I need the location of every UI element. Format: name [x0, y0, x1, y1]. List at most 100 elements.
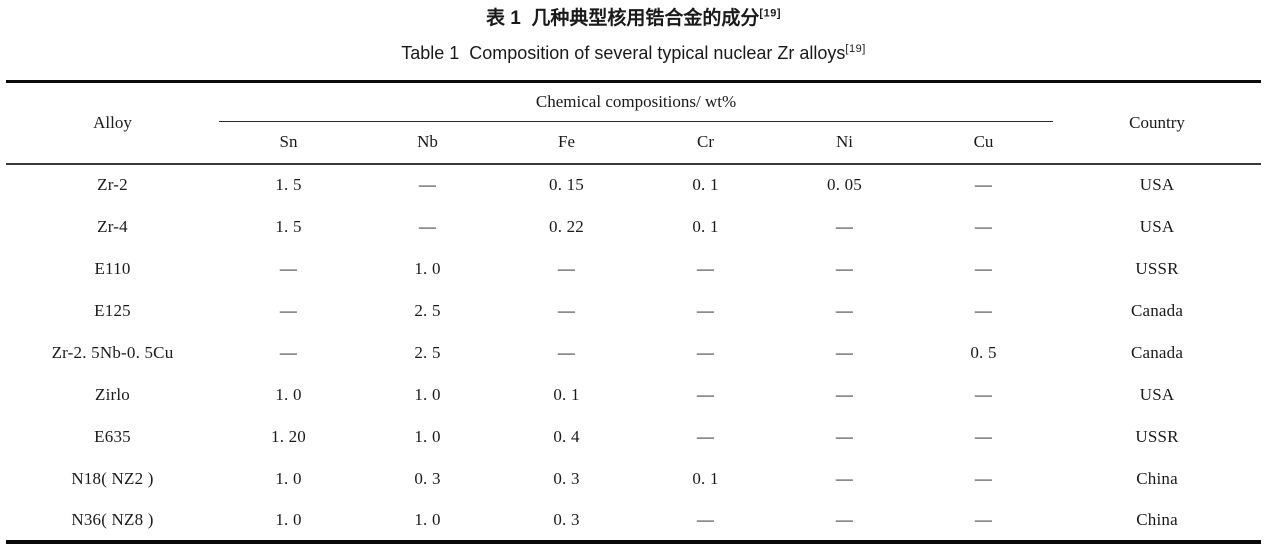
- country-cell: USA: [1139, 216, 1175, 236]
- value-cell: 0. 3: [553, 468, 580, 488]
- header-group-row: Alloy Chemical compositions/ wt% Country: [6, 81, 1262, 165]
- value-cell: —: [974, 426, 993, 446]
- value-cell: —: [835, 509, 854, 529]
- composition-table: Alloy Chemical compositions/ wt% Country…: [6, 80, 1262, 544]
- value-cell: 0. 22: [549, 216, 584, 236]
- value-cell: 0. 05: [827, 175, 862, 194]
- table-caption-en-text: Table 1 Composition of several typical n…: [401, 43, 846, 63]
- table-row: N36( NZ8 ) 1. 0 1. 0 0. 3 — — — China: [6, 500, 1261, 542]
- value-cell: —: [835, 258, 854, 278]
- value-cell: —: [974, 384, 993, 404]
- table-row: E125 — 2. 5 — — — — Canada: [6, 290, 1261, 332]
- alloy-cell: Zr-2. 5Nb-0. 5Cu: [51, 342, 174, 362]
- table-row: Zirlo 1. 0 1. 0 0. 1 — — — USA: [6, 374, 1261, 416]
- col-header-country: Country: [1053, 81, 1262, 165]
- country-cell: USSR: [1135, 426, 1179, 446]
- value-cell: 0. 1: [692, 468, 719, 488]
- col-header-compositions-group: Chemical compositions/ wt%: [219, 81, 1054, 122]
- col-header-cu: Cu: [914, 121, 1054, 165]
- country-cell: USSR: [1135, 258, 1179, 278]
- value-cell: —: [835, 384, 854, 404]
- value-cell: —: [557, 258, 576, 278]
- value-cell: 1. 0: [275, 468, 302, 488]
- value-cell: —: [974, 300, 993, 320]
- value-cell: —: [696, 509, 715, 529]
- country-cell: USA: [1139, 175, 1175, 194]
- alloy-cell: Zr-2: [97, 175, 128, 194]
- value-cell: 0. 1: [692, 175, 719, 194]
- col-header-sn: Sn: [219, 121, 358, 165]
- country-cell: China: [1136, 509, 1178, 529]
- alloy-cell: N36( NZ8 ): [71, 509, 154, 529]
- value-cell: 0. 3: [414, 468, 441, 488]
- value-cell: —: [696, 426, 715, 446]
- col-header-alloy: Alloy: [6, 81, 219, 165]
- value-cell: 1. 20: [271, 426, 306, 446]
- value-cell: —: [696, 342, 715, 362]
- value-cell: —: [974, 468, 993, 488]
- value-cell: 1. 0: [414, 509, 441, 529]
- value-cell: 0. 1: [692, 216, 719, 236]
- value-cell: —: [418, 175, 437, 194]
- value-cell: —: [696, 258, 715, 278]
- value-cell: —: [279, 300, 298, 320]
- table-row: E110 — 1. 0 — — — — USSR: [6, 248, 1261, 290]
- table-row: N18( NZ2 ) 1. 0 0. 3 0. 3 0. 1 — — China: [6, 458, 1261, 500]
- value-cell: 1. 0: [414, 426, 441, 446]
- value-cell: 0. 4: [553, 426, 580, 446]
- table-body: Zr-2 1. 5 — 0. 15 0. 1 0. 05 — USA Zr-4 1. 5 — 0. 2…: [6, 164, 1261, 542]
- value-cell: —: [835, 216, 854, 236]
- value-cell: 1. 0: [414, 258, 441, 278]
- table-row: Zr-2 1. 5 — 0. 15 0. 1 0. 05 — USA: [6, 164, 1261, 206]
- table-caption-zh-text: 表 1 几种典型核用锆合金的成分: [486, 8, 760, 29]
- country-cell: China: [1136, 468, 1178, 488]
- alloy-cell: E110: [94, 258, 131, 278]
- table-caption-en: Table 1 Composition of several typical n…: [6, 41, 1261, 65]
- value-cell: 2. 5: [414, 342, 441, 362]
- col-header-cr: Cr: [636, 121, 775, 165]
- value-cell: 1. 0: [414, 384, 441, 404]
- value-cell: 1. 5: [275, 216, 302, 236]
- table-header: Alloy Chemical compositions/ wt% Country…: [6, 81, 1262, 165]
- alloy-cell: E635: [94, 426, 131, 446]
- value-cell: —: [974, 258, 993, 278]
- col-header-nb: Nb: [358, 121, 497, 165]
- country-cell: Canada: [1130, 300, 1184, 320]
- col-header-fe: Fe: [497, 121, 636, 165]
- table-row: Zr-4 1. 5 — 0. 22 0. 1 — — USA: [6, 206, 1261, 248]
- value-cell: —: [557, 342, 576, 362]
- value-cell: —: [279, 258, 298, 278]
- value-cell: 1. 5: [275, 175, 302, 194]
- alloy-cell: N18( NZ2 ): [71, 468, 154, 488]
- value-cell: —: [835, 468, 854, 488]
- table-caption-zh: 表 1 几种典型核用锆合金的成分[19]: [6, 0, 1261, 32]
- value-cell: 1. 0: [275, 384, 302, 404]
- value-cell: 0. 15: [549, 175, 584, 194]
- value-cell: —: [835, 426, 854, 446]
- value-cell: —: [418, 216, 437, 236]
- value-cell: 2. 5: [414, 300, 441, 320]
- country-cell: Canada: [1130, 342, 1184, 362]
- value-cell: 0. 1: [553, 384, 580, 404]
- value-cell: —: [974, 509, 993, 529]
- value-cell: —: [974, 216, 993, 236]
- header-sub-row: Sn Nb Fe Cr Ni Cu: [6, 121, 1261, 165]
- col-header-ni: Ni: [775, 121, 914, 165]
- value-cell: —: [974, 175, 993, 194]
- table-row: E635 1. 20 1. 0 0. 4 — — — USSR: [6, 416, 1261, 458]
- table-row: Zr-2. 5Nb-0. 5Cu — 2. 5 — — — 0. 5 Canada: [6, 332, 1261, 374]
- value-cell: —: [835, 342, 854, 362]
- value-cell: 0. 5: [970, 342, 997, 362]
- value-cell: —: [696, 384, 715, 404]
- country-cell: USA: [1139, 384, 1175, 404]
- alloy-cell: Zr-4: [97, 216, 128, 236]
- value-cell: —: [279, 342, 298, 362]
- value-cell: 1. 0: [275, 509, 302, 529]
- value-cell: 0. 3: [553, 509, 580, 529]
- value-cell: —: [696, 300, 715, 320]
- reference-marker-zh: [19]: [759, 7, 781, 20]
- reference-marker-en: [19]: [845, 43, 866, 55]
- alloy-cell: E125: [94, 300, 131, 320]
- value-cell: —: [835, 300, 854, 320]
